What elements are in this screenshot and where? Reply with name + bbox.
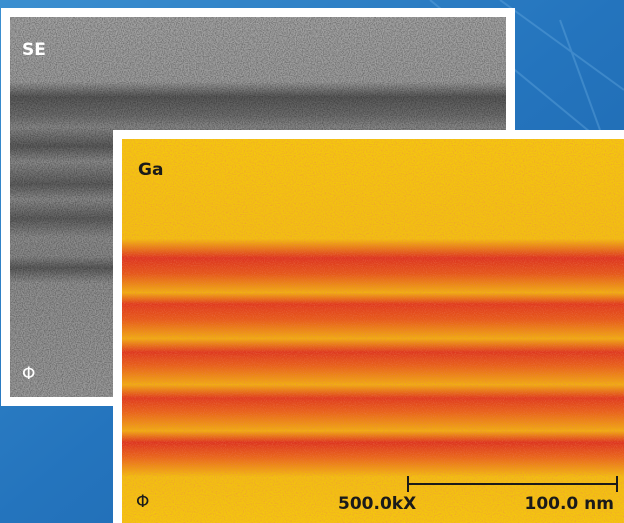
ga-noise xyxy=(122,139,624,523)
se-label: SE xyxy=(22,40,46,60)
scale-bar-label: 100.0 nm xyxy=(524,494,614,514)
ga-label: Ga xyxy=(138,160,163,180)
ga-symbol: Φ xyxy=(136,492,149,512)
ga-panel: Ga Φ 500.0kX 100.0 nm xyxy=(113,130,624,523)
figure: SE Φ Ga Φ 500.0kX 100.0 nm xyxy=(0,0,624,523)
magnification: 500.0kX xyxy=(338,494,416,514)
se-symbol: Φ xyxy=(22,364,35,384)
